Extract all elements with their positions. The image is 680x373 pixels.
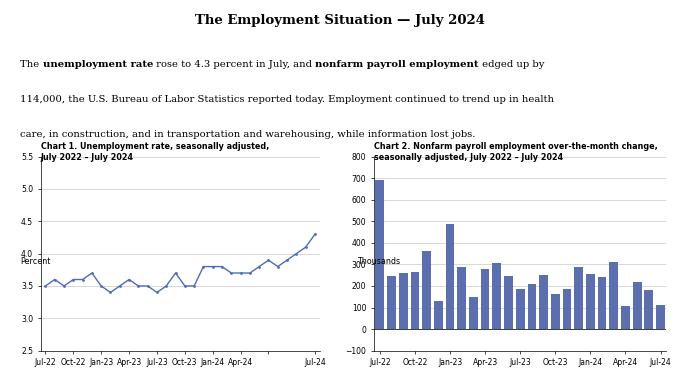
- Bar: [481, 269, 490, 329]
- Bar: [375, 180, 384, 329]
- Bar: [598, 278, 607, 329]
- Text: Thousands: Thousands: [357, 257, 400, 266]
- Bar: [458, 267, 466, 329]
- Bar: [575, 267, 583, 329]
- Text: Chart 2. Nonfarm payroll employment over-the-month change,: Chart 2. Nonfarm payroll employment over…: [374, 142, 658, 151]
- Text: 114,000, the U.S. Bureau of Labor Statistics reported today. Employment continue: 114,000, the U.S. Bureau of Labor Statis…: [20, 95, 554, 104]
- Bar: [539, 275, 548, 329]
- Text: unemployment rate: unemployment rate: [43, 60, 153, 69]
- Text: The: The: [20, 60, 43, 69]
- Text: care, in construction, and in transportation and warehousing, while information : care, in construction, and in transporta…: [20, 131, 476, 140]
- Bar: [492, 263, 501, 329]
- Text: The Employment Situation — July 2024: The Employment Situation — July 2024: [195, 14, 485, 27]
- Text: rose to 4.3 percent in July, and: rose to 4.3 percent in July, and: [153, 60, 316, 69]
- Bar: [528, 284, 537, 329]
- Bar: [609, 262, 618, 329]
- Bar: [516, 289, 524, 329]
- Text: seasonally adjusted, July 2022 – July 2024: seasonally adjusted, July 2022 – July 20…: [374, 153, 563, 162]
- Bar: [422, 251, 431, 329]
- Bar: [434, 301, 443, 329]
- Bar: [645, 291, 653, 329]
- Bar: [469, 297, 478, 329]
- Text: July 2022 – July 2024: July 2022 – July 2024: [41, 153, 134, 162]
- Bar: [621, 307, 630, 329]
- Bar: [445, 224, 454, 329]
- Bar: [551, 294, 560, 329]
- Text: Chart 1. Unemployment rate, seasonally adjusted,: Chart 1. Unemployment rate, seasonally a…: [41, 142, 269, 151]
- Text: edged up by: edged up by: [479, 60, 544, 69]
- Bar: [411, 272, 420, 329]
- Bar: [656, 304, 665, 329]
- Bar: [399, 273, 407, 329]
- Bar: [586, 274, 595, 329]
- Bar: [387, 276, 396, 329]
- Bar: [562, 289, 571, 329]
- Text: Percent: Percent: [20, 257, 51, 266]
- Text: nonfarm payroll employment: nonfarm payroll employment: [316, 60, 479, 69]
- Bar: [504, 276, 513, 329]
- Bar: [633, 282, 641, 329]
